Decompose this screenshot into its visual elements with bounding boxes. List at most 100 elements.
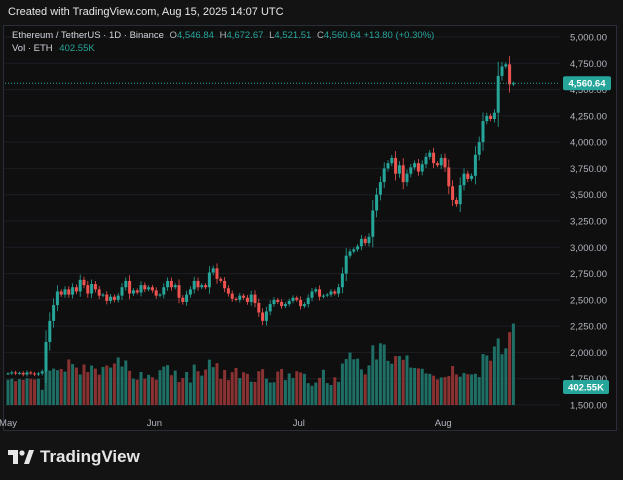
volume-bar xyxy=(378,343,382,405)
candle-body xyxy=(397,165,401,174)
volume-bar xyxy=(359,369,363,405)
candle-body xyxy=(215,268,219,279)
candle-body xyxy=(6,373,10,375)
legend-close-value: 4,560.64 xyxy=(323,30,361,41)
candle-body xyxy=(177,285,181,298)
candle-body xyxy=(124,280,128,288)
candle-body xyxy=(44,341,48,372)
candle-body xyxy=(428,152,432,157)
candle-body xyxy=(314,289,318,292)
volume-bar xyxy=(82,364,86,405)
candle-body xyxy=(36,373,40,375)
volume-bar xyxy=(390,363,394,405)
volume-bar xyxy=(371,345,375,405)
candle-body xyxy=(25,372,29,375)
candle-body xyxy=(359,238,363,247)
tradingview-logo: TradingView xyxy=(8,447,140,467)
volume-bar xyxy=(169,375,173,405)
volume-bar xyxy=(223,369,227,405)
volume-bar xyxy=(135,379,139,405)
legend-volume-label: Vol · ETH xyxy=(12,43,53,54)
candle-body xyxy=(253,294,257,304)
volume-bar xyxy=(234,367,238,405)
candle-body xyxy=(352,249,356,252)
volume-bar xyxy=(177,381,181,405)
volume-bar xyxy=(496,338,500,405)
volume-bar xyxy=(302,373,306,405)
volume-bar xyxy=(143,378,147,405)
candle-body xyxy=(33,373,37,375)
candle-body xyxy=(451,186,455,200)
volume-bar xyxy=(428,373,432,405)
x-tick-label: May xyxy=(0,418,17,429)
volume-bar xyxy=(466,374,470,405)
volume-bar xyxy=(6,379,10,405)
candle-body xyxy=(219,278,223,281)
candle-body xyxy=(105,294,109,301)
candle-body xyxy=(302,304,306,307)
volume-bar xyxy=(443,377,447,405)
candle-body xyxy=(169,280,173,288)
candle-body xyxy=(116,295,120,300)
candle-body xyxy=(90,284,94,294)
candle-body xyxy=(470,175,474,179)
candle-body xyxy=(97,289,101,296)
volume-bar xyxy=(280,368,284,405)
candle-body xyxy=(458,185,462,205)
volume-bar xyxy=(112,363,116,405)
candle-body xyxy=(166,280,170,288)
x-tick-label: Aug xyxy=(435,418,452,429)
legend-volume-row: Vol · ETH 402.55K xyxy=(12,43,95,54)
candle-body xyxy=(158,294,162,296)
candle-body xyxy=(416,163,420,172)
candle-body xyxy=(40,371,44,374)
candle-body xyxy=(371,210,375,237)
x-tick-label: Jun xyxy=(147,418,162,429)
candle-body xyxy=(477,142,481,155)
volume-bar xyxy=(318,377,322,405)
candle-body xyxy=(299,299,303,307)
volume-bar xyxy=(131,378,135,405)
volume-bar xyxy=(485,355,489,405)
candle-body xyxy=(485,115,489,122)
volume-bar xyxy=(245,373,249,405)
volume-bar xyxy=(451,365,455,405)
volume-bar xyxy=(272,382,276,405)
volume-bar xyxy=(25,378,29,405)
volume-bar xyxy=(375,359,379,405)
volume-bar xyxy=(299,372,303,405)
candle-body xyxy=(249,294,253,302)
candle-body xyxy=(500,66,504,76)
candle-body xyxy=(348,251,352,256)
legend-open-value: 4,546.84 xyxy=(176,30,214,41)
candle-body xyxy=(74,287,78,292)
candle-body xyxy=(21,372,25,375)
candle-body xyxy=(378,182,382,195)
candle-body xyxy=(382,168,386,183)
volume-bar xyxy=(340,363,344,405)
candle-body xyxy=(496,75,500,113)
volume-bar xyxy=(215,363,219,405)
volume-bar xyxy=(462,373,466,405)
volume-bar xyxy=(454,374,458,405)
y-tick-label: 2,250.00 xyxy=(570,322,607,333)
candle-body xyxy=(101,294,105,296)
candle-body xyxy=(188,289,192,295)
volume-bar xyxy=(154,379,158,405)
candle-body xyxy=(367,236,371,244)
volume-tag xyxy=(563,380,609,394)
candle-body xyxy=(82,279,86,286)
candle-body xyxy=(276,299,280,302)
candle-body xyxy=(135,290,139,293)
volume-bar xyxy=(242,372,246,405)
y-tick-label: 5,000.00 xyxy=(570,33,607,44)
candle-body xyxy=(310,291,314,298)
candle-body xyxy=(344,255,348,274)
legend-low-value: 4,521.51 xyxy=(274,30,312,41)
candle-body xyxy=(204,285,208,288)
volume-bar xyxy=(67,359,71,405)
footer-brand: TradingView xyxy=(40,447,140,466)
candle-body xyxy=(147,287,151,290)
y-tick-label: 3,250.00 xyxy=(570,217,607,228)
